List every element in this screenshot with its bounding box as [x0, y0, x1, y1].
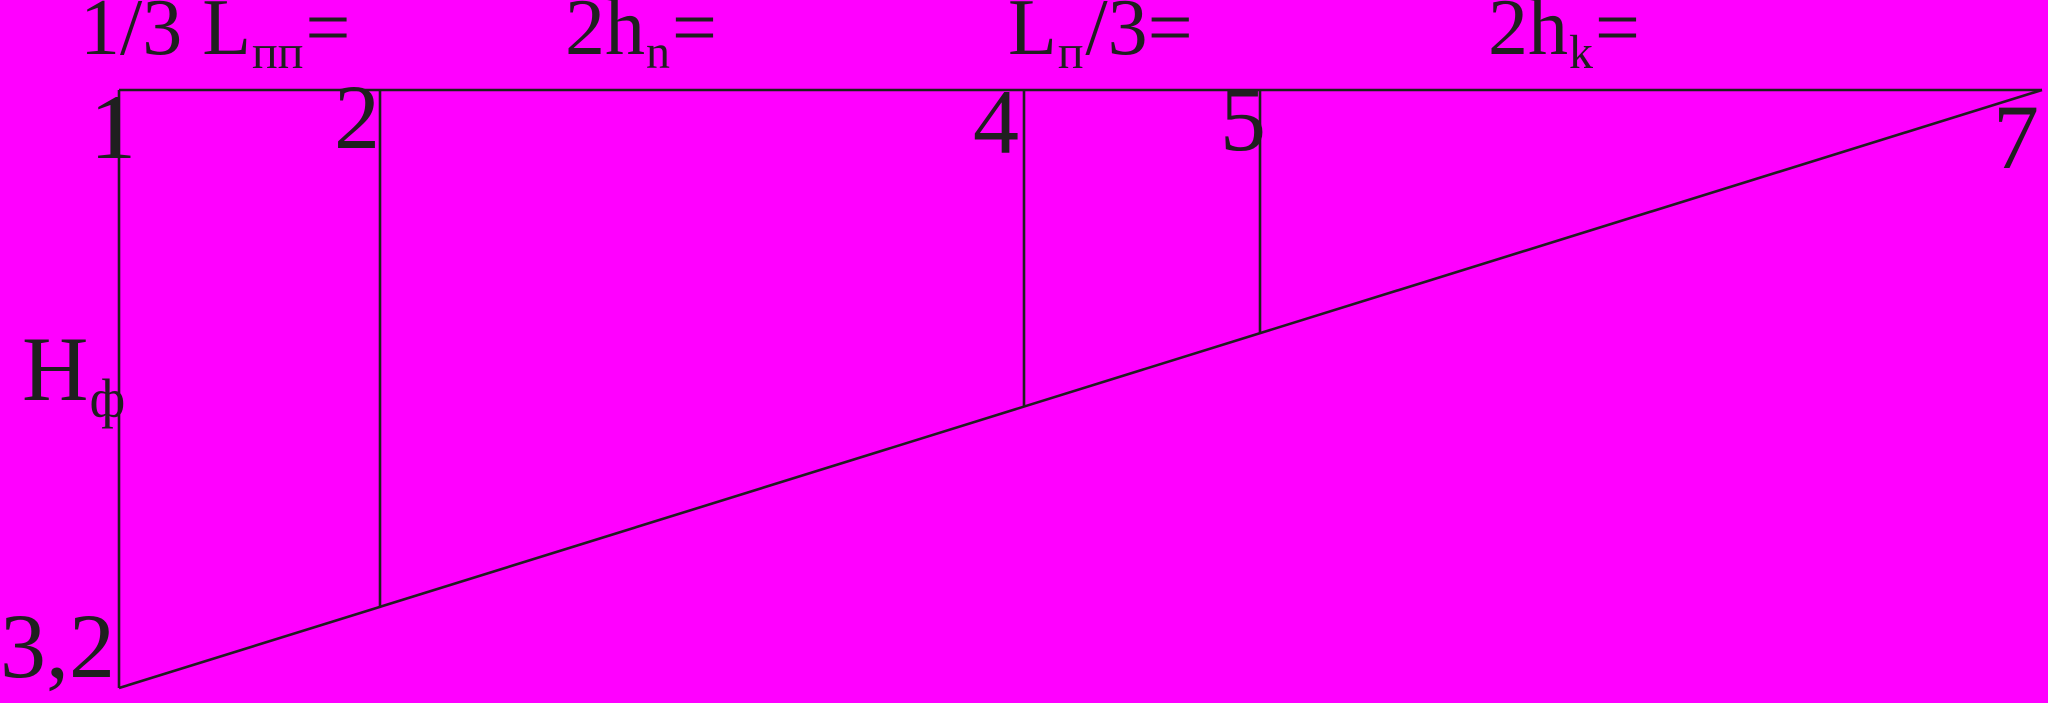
ordinate-label-pre: Н: [22, 318, 89, 420]
dim-label-pre: 1/3 L: [80, 0, 252, 72]
station-point-1: 1: [90, 76, 136, 178]
hypotenuse-line: [118, 88, 2043, 690]
dim-label-Lp-third: Lп/3=: [1008, 0, 1193, 77]
station-point-4: 4: [973, 71, 1019, 173]
dim-label-third-Lpp: 1/3 Lпп=: [80, 0, 350, 77]
ordinate-label-subscript: ф: [89, 367, 126, 429]
dim-label-subscript: пп: [252, 26, 304, 80]
dim-label-pre: 2h: [565, 0, 645, 72]
station-point-5: 5: [1220, 68, 1266, 170]
dim-label-pre: L: [1008, 0, 1057, 72]
station-point-2: 2: [334, 66, 380, 168]
dim-label-post: /3=: [1085, 0, 1193, 72]
bottom-vertex-value: 3,2: [0, 595, 115, 697]
ordinate-label-Hf: Нф: [22, 323, 128, 426]
dim-label-subscript: n: [645, 26, 670, 80]
dim-label-2hn: 2hn=: [565, 0, 717, 77]
dim-label-subscript: п: [1057, 26, 1084, 80]
dim-label-post: =: [305, 0, 351, 72]
station-point-7: 7: [1993, 86, 2039, 188]
dim-label-2hk: 2hk=: [1488, 0, 1640, 77]
dim-label-post: =: [1594, 0, 1640, 72]
dim-label-subscript: k: [1568, 26, 1593, 80]
dim-label-post: =: [671, 0, 717, 72]
dim-label-pre: 2h: [1488, 0, 1568, 72]
